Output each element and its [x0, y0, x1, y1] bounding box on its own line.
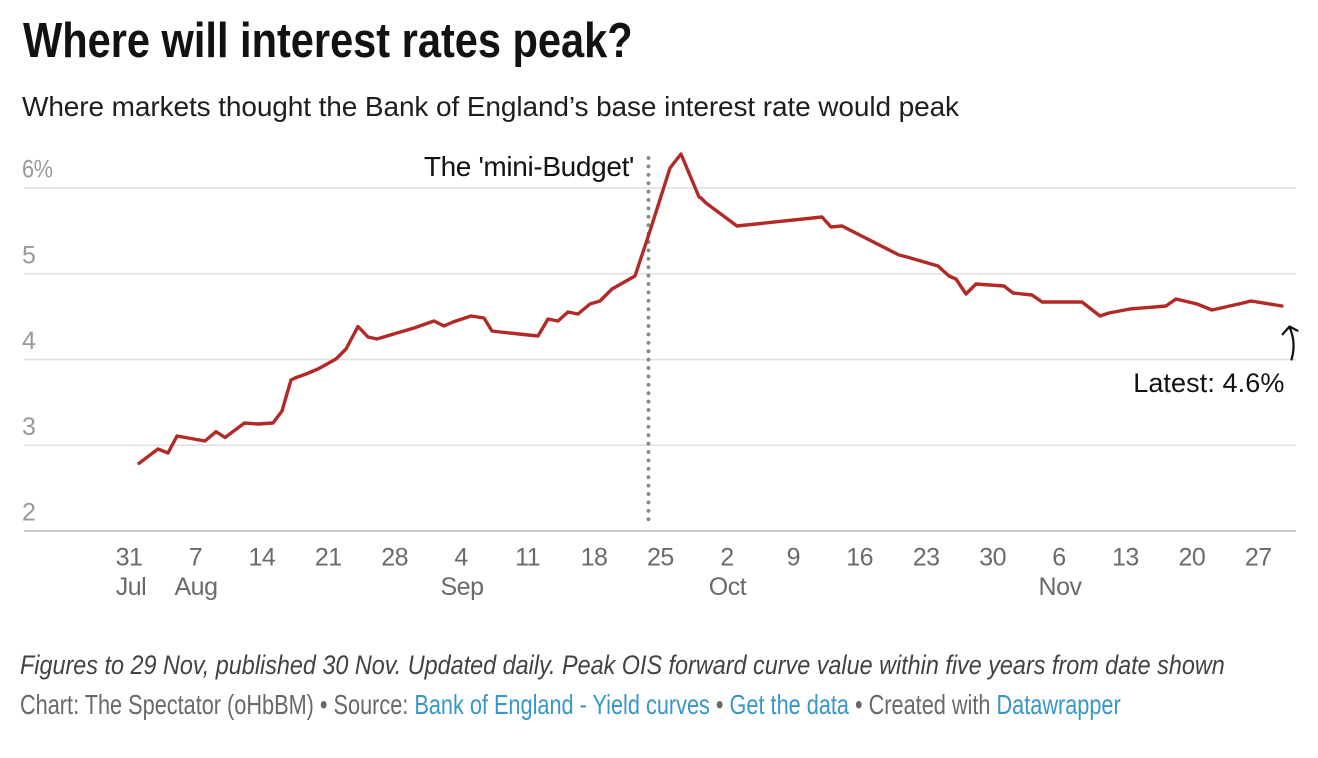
svg-text:18: 18	[581, 544, 608, 572]
svg-text:23: 23	[913, 544, 940, 572]
svg-text:31: 31	[116, 544, 143, 572]
svg-text:Oct: Oct	[709, 573, 747, 601]
svg-text:30: 30	[979, 544, 1006, 572]
svg-text:14: 14	[248, 544, 275, 572]
svg-text:4: 4	[22, 327, 36, 355]
svg-text:2: 2	[22, 499, 35, 527]
svg-text:Aug: Aug	[175, 573, 218, 601]
svg-text:2: 2	[720, 544, 733, 572]
svg-text:21: 21	[315, 544, 342, 572]
svg-text:Jul: Jul	[116, 573, 146, 601]
svg-text:20: 20	[1178, 544, 1205, 572]
svg-text:27: 27	[1245, 544, 1272, 572]
svg-text:Nov: Nov	[1039, 573, 1083, 601]
svg-text:16: 16	[846, 544, 873, 572]
svg-text:5: 5	[22, 241, 35, 269]
svg-text:11: 11	[515, 544, 540, 572]
svg-text:6%: 6%	[22, 156, 53, 184]
svg-text:6: 6	[1052, 544, 1065, 572]
svg-text:25: 25	[647, 544, 674, 572]
svg-text:9: 9	[787, 544, 800, 572]
svg-text:7: 7	[189, 544, 202, 572]
svg-text:3: 3	[22, 413, 35, 441]
svg-text:Sep: Sep	[441, 573, 484, 601]
svg-text:4: 4	[454, 544, 468, 572]
svg-text:28: 28	[381, 544, 408, 572]
svg-text:13: 13	[1112, 544, 1139, 572]
